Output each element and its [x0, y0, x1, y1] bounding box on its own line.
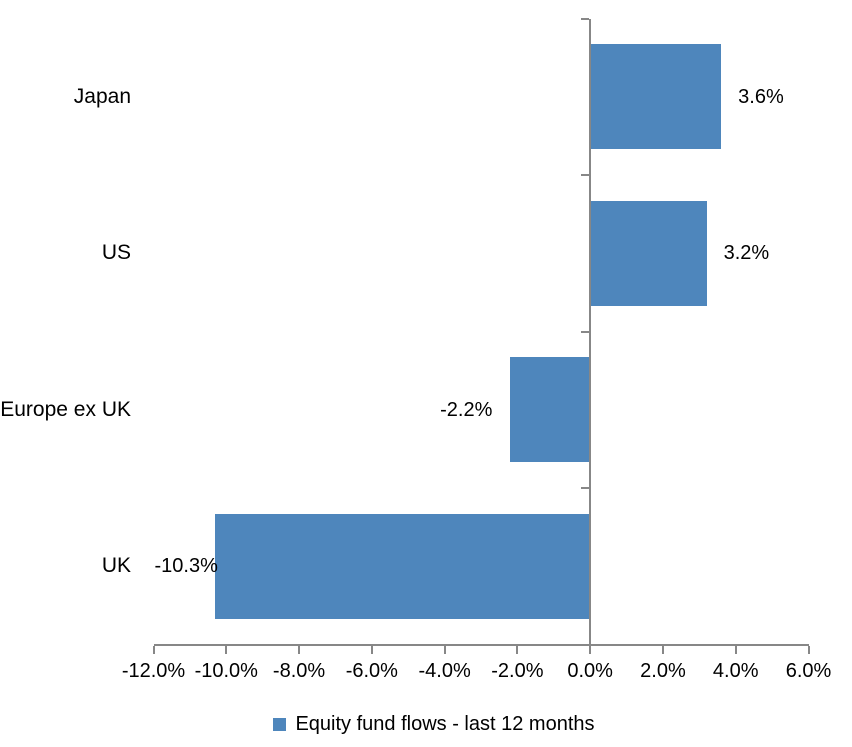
data-label: 3.6%	[738, 85, 784, 108]
x-axis-tick	[589, 645, 592, 654]
bar-japan	[590, 44, 722, 150]
x-tick-label: -2.0%	[491, 660, 544, 682]
plot-area: Japan 3.6% US 3.2% Europe ex UK -2.2% UK -10.3%…	[0, 17, 832, 682]
x-axis-tick	[443, 645, 446, 654]
data-label: 3.2%	[723, 242, 770, 265]
x-axis-tick	[298, 645, 301, 654]
legend-label: Equity fund flows - last 12 months	[295, 713, 595, 735]
bar-us	[590, 200, 707, 306]
data-label: -10.3%	[154, 555, 218, 578]
x-axis-tick	[370, 645, 373, 654]
data-label: -2.2%	[440, 398, 493, 421]
x-tick-label: -8.0%	[272, 660, 326, 682]
x-axis-tick	[516, 645, 519, 654]
y-axis-tick	[581, 174, 590, 176]
x-tick-label: 2.0%	[640, 660, 686, 682]
x-axis-tick	[734, 645, 737, 654]
category-label: Japan	[73, 84, 131, 108]
bar-uk	[215, 513, 591, 619]
y-axis-tick	[581, 17, 590, 20]
category-label: US	[101, 241, 131, 265]
x-axis-line	[153, 643, 809, 646]
category-label: UK	[101, 554, 131, 578]
x-tick-label: 6.0%	[785, 660, 832, 682]
x-axis-tick	[152, 645, 155, 654]
category-label: Europe ex UK	[0, 397, 131, 421]
x-tick-label: -12.0%	[121, 660, 186, 682]
x-tick-label: -10.0%	[194, 660, 258, 682]
x-axis-tick	[807, 645, 810, 654]
x-tick-label: 4.0%	[712, 660, 759, 682]
bar-europe-ex-uk	[510, 357, 591, 463]
legend-swatch-icon	[273, 717, 287, 731]
x-axis-tick	[225, 645, 228, 654]
y-axis-tick	[581, 487, 590, 489]
y-axis-line	[589, 18, 592, 646]
x-axis-tick	[661, 645, 664, 654]
x-tick-label: 0.0%	[567, 660, 613, 682]
x-tick-label: -4.0%	[418, 660, 471, 682]
y-axis-tick	[581, 330, 590, 333]
x-tick-label: -6.0%	[345, 660, 398, 682]
legend: Equity fund flows - last 12 months	[8, 710, 852, 738]
